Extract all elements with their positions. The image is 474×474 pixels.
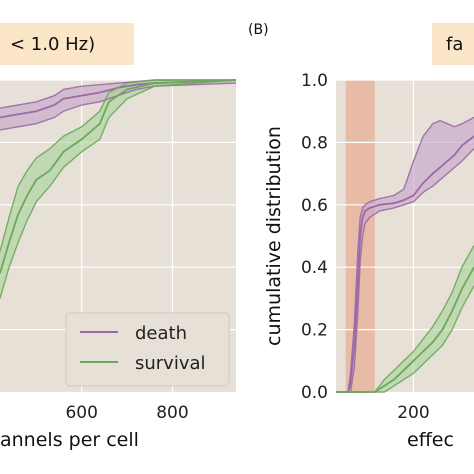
y-tick-label: 1.0 bbox=[301, 71, 328, 91]
legend: death survival bbox=[65, 312, 230, 387]
panel-a-x-axis-label: annels per cell bbox=[0, 429, 139, 451]
band-edge-survival bbox=[0, 79, 237, 299]
y-tick-label: 0.8 bbox=[301, 133, 328, 153]
panel-b-ticks: 200 0.0 0.2 0.4 0.6 0.8 1.0 bbox=[301, 71, 430, 423]
x-tick-label: 200 bbox=[397, 403, 429, 423]
series-line-death bbox=[0, 79, 237, 119]
panel-a-lines bbox=[0, 79, 237, 299]
band-death bbox=[336, 117, 474, 393]
band-edge-death bbox=[0, 82, 237, 131]
band-edge-survival bbox=[336, 245, 474, 393]
band-edge-death bbox=[336, 116, 474, 393]
y-tick-label: 0.0 bbox=[301, 383, 328, 403]
band-edge-survival bbox=[336, 285, 474, 393]
legend-survival-label: survival bbox=[135, 353, 206, 374]
y-tick-label: 0.4 bbox=[301, 258, 328, 278]
band-edge-survival bbox=[0, 79, 236, 252]
panel-b-bands bbox=[336, 117, 474, 393]
panel-b-y-axis-label: cumulative distribution bbox=[263, 126, 285, 346]
y-tick-label: 0.2 bbox=[301, 321, 328, 341]
series-line-death bbox=[336, 135, 474, 393]
panel-b-title: fa bbox=[446, 34, 463, 55]
band-survival bbox=[336, 245, 474, 392]
series-line-survival bbox=[0, 79, 237, 274]
panel-b-lines bbox=[336, 116, 474, 393]
panel-a-title: < 1.0 Hz) bbox=[10, 34, 95, 55]
x-tick-label: 800 bbox=[156, 403, 188, 423]
legend-death-label: death bbox=[135, 323, 187, 344]
panel-b-x-axis-label: effec bbox=[407, 429, 454, 451]
y-tick-label: 0.6 bbox=[301, 196, 328, 216]
panel-b: (B) fa 200 0.0 0.2 0.4 0.6 0.8 1.0 cumulative … bbox=[248, 22, 474, 451]
x-tick-label: 600 bbox=[65, 403, 97, 423]
panel-a: 600 800 < 1.0 Hz) annels per cell death s… bbox=[0, 23, 237, 451]
panel-a-ticks: 600 800 bbox=[65, 403, 188, 423]
panel-a-bands bbox=[0, 80, 236, 299]
series-line-survival bbox=[336, 266, 474, 393]
panel-a-title-box bbox=[0, 23, 134, 65]
panel-b-title-box bbox=[432, 23, 474, 65]
band-edge-death bbox=[336, 148, 474, 393]
panel-b-label: (B) bbox=[248, 22, 269, 38]
